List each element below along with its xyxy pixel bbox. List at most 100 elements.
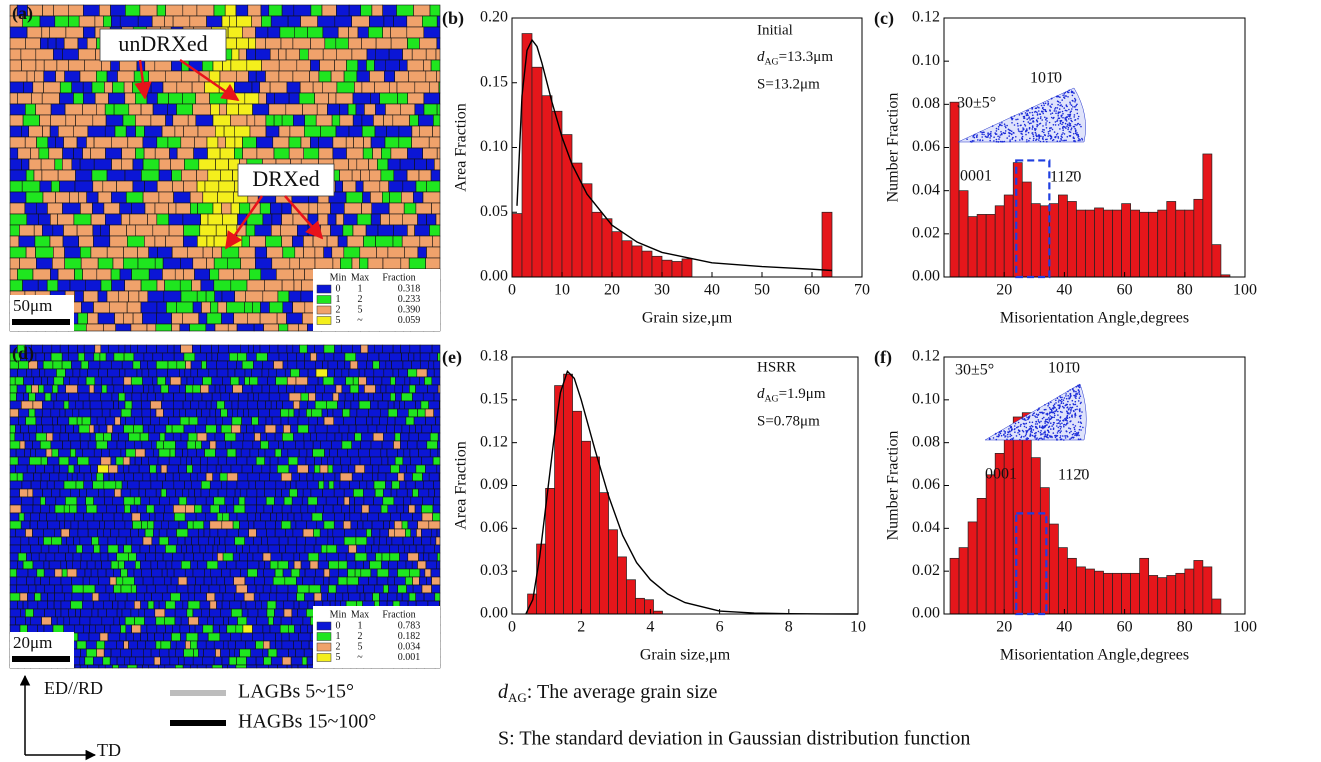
pole-dot <box>1070 428 1072 430</box>
grain <box>107 71 117 82</box>
grain <box>345 393 353 401</box>
grain <box>144 385 149 393</box>
grain <box>301 393 309 401</box>
pole-dot <box>1072 424 1074 426</box>
grain <box>227 625 236 633</box>
grain <box>348 593 360 601</box>
grain <box>50 236 63 247</box>
direction-label: TD <box>97 740 121 760</box>
grain <box>206 324 215 331</box>
grain <box>40 441 51 449</box>
bar <box>1167 201 1176 277</box>
pole-dot <box>1077 123 1079 125</box>
pole-dot <box>1032 422 1034 424</box>
grain <box>417 441 427 449</box>
grain <box>279 126 290 137</box>
grain <box>152 569 163 577</box>
grain <box>256 137 272 148</box>
grain <box>69 617 79 625</box>
pole-dot <box>1079 124 1081 126</box>
grain <box>294 625 300 633</box>
grain <box>280 225 297 236</box>
grain <box>29 393 36 401</box>
grain <box>421 457 433 465</box>
pole-dot <box>1076 386 1078 388</box>
grain <box>71 521 78 529</box>
pole-dot <box>999 123 1001 125</box>
grain <box>270 82 287 93</box>
grain <box>307 345 314 353</box>
grain <box>249 545 258 553</box>
pole-dot <box>1077 109 1079 111</box>
pole-dot <box>1062 106 1064 108</box>
pole-dot <box>1072 95 1074 97</box>
grain <box>377 159 388 170</box>
grain <box>262 16 272 27</box>
grain <box>427 247 441 258</box>
bar <box>600 493 609 614</box>
grain <box>255 115 266 126</box>
grain <box>125 5 140 16</box>
grain <box>56 71 65 82</box>
grain <box>401 258 409 269</box>
grain <box>89 393 101 401</box>
grain <box>438 441 441 449</box>
grain <box>183 401 191 409</box>
grain <box>38 601 48 609</box>
pole-dot <box>1065 437 1067 439</box>
pole-dot <box>1033 413 1035 415</box>
grain <box>148 665 158 668</box>
grain <box>179 657 185 665</box>
grain <box>51 181 59 192</box>
grain <box>10 170 26 181</box>
grain <box>235 489 240 497</box>
pole-dot <box>1068 109 1070 111</box>
grain <box>198 203 213 214</box>
grain <box>142 409 151 417</box>
grain <box>52 449 59 457</box>
grain <box>86 505 97 513</box>
grain <box>197 665 206 668</box>
table-cell: 1 <box>358 283 363 294</box>
grain <box>305 353 311 361</box>
grain <box>190 16 207 27</box>
pole-dot <box>1023 121 1025 123</box>
grain <box>95 585 106 593</box>
grain <box>402 425 410 433</box>
grain <box>434 393 440 401</box>
grain <box>175 665 183 668</box>
grain <box>372 545 379 553</box>
grain <box>92 553 101 561</box>
grain <box>389 214 402 225</box>
grain <box>177 104 193 115</box>
pole-dot <box>1079 416 1081 418</box>
grain <box>124 353 134 361</box>
grain <box>301 561 310 569</box>
grain <box>149 247 158 258</box>
grain <box>147 324 156 331</box>
grain <box>161 641 171 649</box>
grain <box>291 569 300 577</box>
grain <box>431 569 440 577</box>
pole-dot <box>1013 132 1015 134</box>
grain <box>398 93 408 104</box>
grain <box>65 104 82 115</box>
grain <box>91 409 102 417</box>
pole-label: 112̄0 <box>1058 467 1089 484</box>
grain <box>242 385 252 393</box>
scale-bar <box>12 319 70 325</box>
grain <box>206 665 212 668</box>
grain <box>30 148 39 159</box>
grain <box>51 393 57 401</box>
grain <box>423 192 440 203</box>
grain <box>10 60 22 71</box>
grain <box>147 393 155 401</box>
grain <box>236 625 243 633</box>
pole-dot <box>1068 427 1070 429</box>
grain <box>294 269 305 280</box>
grain <box>205 82 220 93</box>
grain <box>126 126 135 137</box>
grain <box>76 545 82 553</box>
grain <box>126 633 133 641</box>
grain <box>188 115 196 126</box>
